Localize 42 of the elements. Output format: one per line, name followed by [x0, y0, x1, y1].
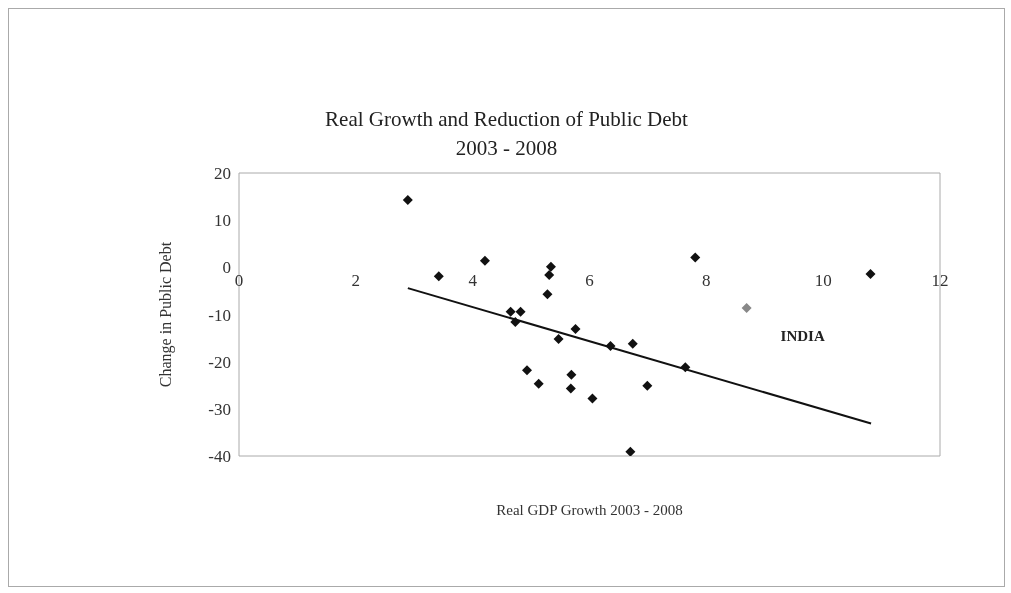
y-tick-label: -10 — [208, 305, 231, 325]
point — [565, 383, 576, 394]
x-tick-label: 2 — [351, 271, 361, 290]
y-axis-title: Change in Public Debt — [156, 241, 175, 388]
y-tick-label: 10 — [214, 211, 231, 231]
point — [627, 338, 638, 349]
point — [587, 393, 598, 404]
x-tick-label: 4 — [468, 271, 478, 290]
point — [865, 268, 876, 279]
x-tick-label: 8 — [702, 271, 711, 290]
y-tick-label: -30 — [208, 399, 231, 419]
point — [741, 302, 752, 313]
x-tick-label: 10 — [814, 271, 832, 290]
point — [515, 306, 526, 317]
point — [505, 306, 516, 317]
chart-title: Real Growth and Reduction of Public Debt — [324, 107, 689, 132]
point — [570, 324, 581, 335]
point — [402, 194, 413, 205]
point — [433, 271, 444, 282]
point — [566, 369, 577, 380]
point — [690, 252, 701, 263]
point — [479, 255, 490, 266]
x-tick-label: 12 — [931, 271, 949, 290]
x-axis-title: Real GDP Growth 2003 - 2008 — [496, 501, 683, 518]
y-tick-label: -20 — [208, 352, 231, 372]
point — [605, 341, 616, 352]
y-tick-label: 20 — [214, 164, 231, 184]
point — [533, 378, 544, 389]
x-tick-label: 0 — [234, 271, 244, 290]
point — [625, 446, 636, 456]
point — [545, 261, 556, 272]
point — [521, 365, 532, 376]
point — [542, 289, 553, 300]
annotation: INDIA — [780, 327, 825, 344]
point — [544, 269, 555, 280]
point — [642, 380, 653, 391]
point — [553, 334, 564, 345]
x-tick-label: 6 — [585, 271, 594, 290]
point — [680, 362, 691, 373]
point — [510, 317, 521, 328]
y-tick-label: -40 — [208, 447, 231, 467]
chart-subtitle: 2003 - 2008 — [454, 136, 559, 161]
